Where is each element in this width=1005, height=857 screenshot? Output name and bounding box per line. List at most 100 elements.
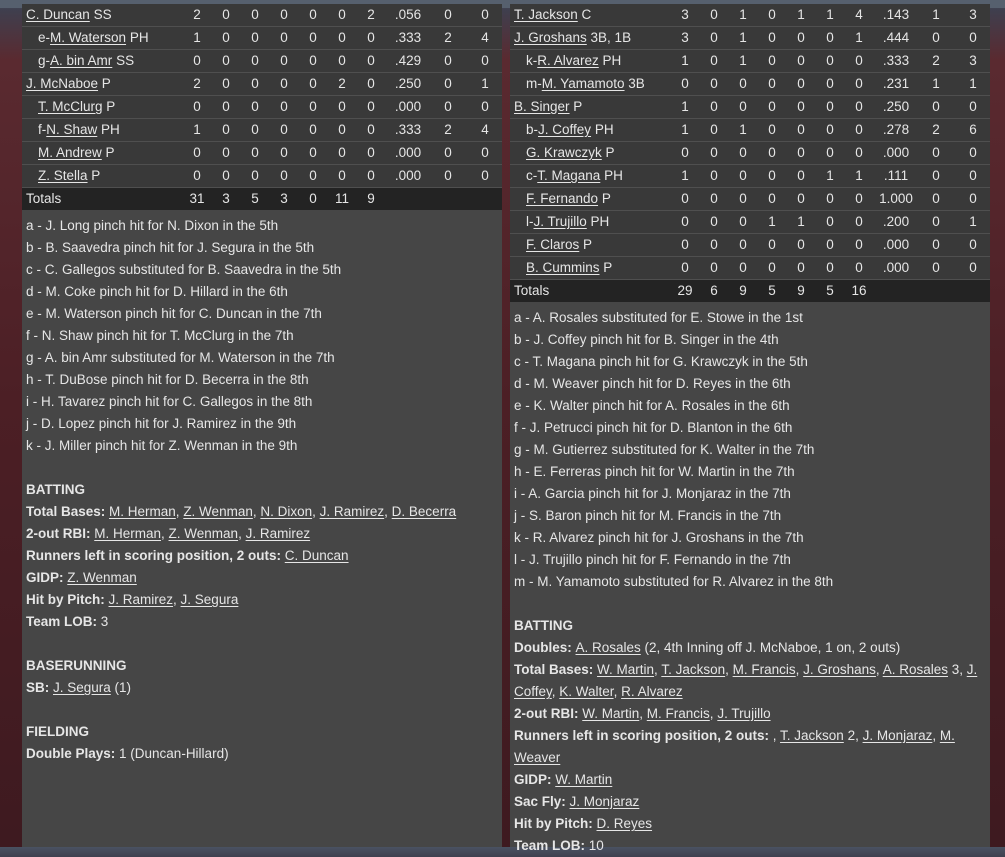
player-position: SS — [93, 7, 112, 22]
stat-cell: 0 — [367, 168, 375, 183]
player-link[interactable]: J. Segura — [180, 592, 239, 607]
player-link[interactable]: J. Coffey — [514, 662, 978, 699]
player-link[interactable]: A. Rosales — [575, 640, 641, 655]
totals-cell: 3 — [222, 191, 230, 206]
player-row: J. McNaboe P 2 0 0 0 0 2 0 .250 0 1 — [22, 73, 502, 96]
player-link[interactable]: Z. Wenman — [168, 526, 239, 541]
note-line: i - H. Tavarez pinch hit for C. Gallegos… — [26, 391, 498, 413]
player-link[interactable]: K. Walter — [559, 684, 614, 699]
player-link[interactable]: W. Martin — [555, 772, 613, 787]
player-link[interactable]: T. Jackson — [661, 662, 726, 677]
player-link[interactable]: B. Singer — [514, 99, 570, 114]
stat-cell: 0 — [768, 168, 776, 183]
player-link[interactable]: W. Martin — [597, 662, 655, 677]
player-name-cell: l-J. Trujillo PH — [526, 211, 609, 233]
player-link[interactable]: M. Andrew — [38, 145, 102, 160]
note-heading: Sac Fly: — [514, 794, 570, 809]
stat-cell: 0 — [280, 145, 288, 160]
player-link[interactable]: B. Cummins — [526, 260, 600, 275]
player-link[interactable]: T. Magana — [537, 168, 601, 183]
player-link[interactable]: M. Yamamoto — [541, 76, 625, 91]
note-text: , — [238, 526, 246, 541]
player-link[interactable]: F. Claros — [526, 237, 580, 252]
player-link[interactable]: R. Alvarez — [621, 684, 683, 699]
player-link[interactable]: J. Monjaraz — [862, 728, 933, 743]
stat-cell: 0 — [710, 237, 718, 252]
stat-cell: 3 — [681, 7, 689, 22]
player-link[interactable]: T. Jackson — [780, 728, 844, 743]
player-row: g-A. bin Amr SS 0 0 0 0 0 0 0 .429 0 0 — [22, 50, 502, 73]
player-link[interactable]: C. Duncan — [284, 548, 349, 563]
note-heading: BASERUNNING — [26, 658, 127, 673]
player-link[interactable]: M. Herman — [94, 526, 162, 541]
note-text: k - J. Miller pinch hit for Z. Wenman in… — [26, 438, 298, 453]
player-link[interactable]: N. Shaw — [46, 122, 98, 137]
note-line: i - A. Garcia pinch hit for J. Monjaraz … — [514, 483, 986, 505]
player-link[interactable]: A. bin Amr — [50, 53, 113, 68]
player-link[interactable]: J. Trujillo — [717, 706, 771, 721]
player-link[interactable]: J. Monjaraz — [569, 794, 640, 809]
stat-cell: 0 — [309, 76, 317, 91]
stat-cell: 0 — [280, 76, 288, 91]
player-link[interactable]: J. Coffey — [538, 122, 592, 137]
stat-cell: 0 — [444, 76, 452, 91]
stat-cell: 0 — [280, 122, 288, 137]
stat-cell: 1 — [855, 30, 863, 45]
stat-cell: 0 — [855, 53, 863, 68]
player-link[interactable]: D. Reyes — [596, 816, 653, 831]
player-name-cell: m-M. Yamamoto 3B — [526, 73, 645, 95]
stat-cell: 0 — [932, 30, 940, 45]
totals-row: Totals 31 3 5 3 0 11 9 — [22, 188, 502, 210]
stat-cell: 0 — [768, 7, 776, 22]
player-link[interactable]: M. Weaver — [514, 728, 955, 765]
player-link[interactable]: J. Ramirez — [108, 592, 174, 607]
player-link[interactable]: J. Ramirez — [319, 504, 385, 519]
player-link[interactable]: Z. Wenman — [183, 504, 253, 519]
stat-cell: 0 — [969, 30, 977, 45]
player-link[interactable]: T. Jackson — [514, 7, 578, 22]
player-link[interactable]: R. Alvarez — [537, 53, 599, 68]
note-text: e - M. Waterson pinch hit for C. Duncan … — [26, 306, 322, 321]
player-name-cell: b-J. Coffey PH — [526, 119, 614, 141]
stat-cell: 2 — [338, 76, 346, 91]
player-link[interactable]: G. Krawczyk — [526, 145, 602, 160]
player-link[interactable]: J. Ramirez — [245, 526, 311, 541]
note-line: Total Bases: M. Herman, Z. Wenman, N. Di… — [26, 501, 498, 523]
player-name-cell: F. Fernando P — [526, 188, 611, 210]
stat-cell: 0 — [739, 191, 747, 206]
player-position: P — [605, 145, 615, 160]
stat-cell: 0 — [681, 237, 689, 252]
player-link[interactable]: Z. Wenman — [67, 570, 137, 585]
stat-cell: 0 — [797, 53, 805, 68]
stat-cell: 0 — [739, 76, 747, 91]
player-link[interactable]: A. Rosales — [882, 662, 948, 677]
stat-cell: 0 — [367, 53, 375, 68]
note-line: GIDP: W. Martin — [514, 769, 986, 791]
player-link[interactable]: J. Groshans — [514, 30, 587, 45]
sub-letter: c- — [526, 168, 538, 183]
player-link[interactable]: M. Francis — [646, 706, 710, 721]
note-heading: Total Bases: — [26, 504, 110, 519]
player-link[interactable]: J. McNaboe — [26, 76, 99, 91]
player-link[interactable]: W. Martin — [582, 706, 640, 721]
stat-cell: 2 — [367, 7, 375, 22]
stat-cell: 0 — [710, 99, 718, 114]
note-line: k - R. Alvarez pinch hit for J. Groshans… — [514, 527, 986, 549]
player-link[interactable]: J. Groshans — [803, 662, 876, 677]
stat-cell: 0 — [797, 260, 805, 275]
player-link[interactable]: D. Becerra — [391, 504, 457, 519]
player-row: c-T. Magana PH 1 0 0 0 0 1 1 .111 0 0 — [510, 165, 990, 188]
player-link[interactable]: N. Dixon — [260, 504, 313, 519]
player-link[interactable]: T. McClurg — [38, 99, 103, 114]
player-link[interactable]: M. Herman — [109, 504, 176, 519]
player-link[interactable]: Z. Stella — [38, 168, 88, 183]
player-link[interactable]: C. Duncan — [26, 7, 90, 22]
player-link[interactable]: J. Segura — [53, 680, 111, 695]
player-link[interactable]: J. Trujillo — [533, 214, 587, 229]
player-link[interactable]: M. Waterson — [50, 30, 127, 45]
player-link[interactable]: F. Fernando — [526, 191, 599, 206]
player-link[interactable]: M. Francis — [732, 662, 796, 677]
stat-cell: 0 — [222, 99, 230, 114]
stat-cell: 0 — [768, 145, 776, 160]
player-row: J. Groshans 3B, 1B 3 0 1 0 0 0 1 .444 0 0 — [510, 27, 990, 50]
